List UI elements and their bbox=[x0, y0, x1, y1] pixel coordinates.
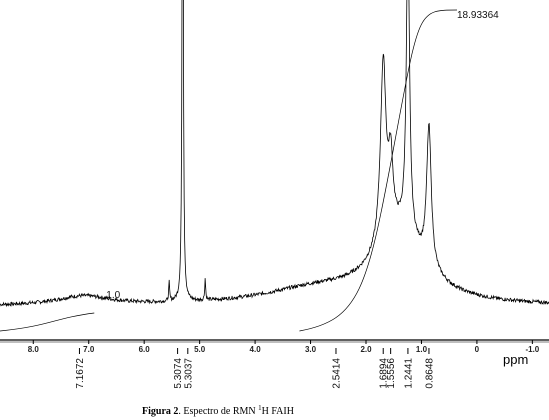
peak-label: 7.1672 bbox=[75, 358, 86, 389]
x-tick-label: 4.0 bbox=[250, 345, 262, 354]
x-tick-label: 2.0 bbox=[360, 345, 372, 354]
integral-curves: 1.0 18.93364 bbox=[0, 9, 499, 332]
x-axis-unit-label: ppm bbox=[503, 352, 528, 367]
caption-figure-number: Figura 2 bbox=[142, 406, 178, 417]
x-tick-label: -1.0 bbox=[525, 345, 539, 354]
integral-label-0: 1.0 bbox=[106, 290, 120, 301]
figure-caption: Figura 2. Espectro de RMN 1H FAIH bbox=[142, 404, 294, 417]
x-tick-label: 5.0 bbox=[194, 345, 206, 354]
caption-text: . Espectro de RMN bbox=[178, 406, 258, 417]
x-tick-label: 6.0 bbox=[139, 345, 151, 354]
caption-nucleus: H FAIH bbox=[262, 406, 294, 417]
integral-curve-0 bbox=[0, 312, 95, 332]
x-tick-label: 8.0 bbox=[28, 345, 40, 354]
x-tick-label: 1.0 bbox=[416, 345, 428, 354]
peak-label: 1.5556 bbox=[386, 358, 397, 389]
x-axis bbox=[0, 339, 549, 343]
x-tick-label: 7.0 bbox=[83, 345, 95, 354]
x-tick-label: 0 bbox=[475, 345, 480, 354]
peak-label: 1.2441 bbox=[403, 358, 414, 389]
peak-label: 1.6894 bbox=[379, 358, 390, 389]
integral-label-1: 18.93364 bbox=[457, 10, 499, 21]
caption-superscript: 1 bbox=[258, 404, 262, 412]
peak-label: 0.8648 bbox=[424, 358, 435, 389]
peak-label: 2.5414 bbox=[331, 358, 342, 389]
x-axis-ticks: 8.0 7.0 6.0 5.0 4.0 3.0 2.0 1.0 0 -1.0 bbox=[28, 340, 540, 354]
integral-curve-1 bbox=[299, 9, 458, 332]
peak-label: 5.3074 bbox=[173, 358, 184, 389]
spectrum-trace bbox=[0, 0, 549, 308]
peak-label: 5.3037 bbox=[183, 358, 194, 389]
x-tick-label: 3.0 bbox=[305, 345, 317, 354]
